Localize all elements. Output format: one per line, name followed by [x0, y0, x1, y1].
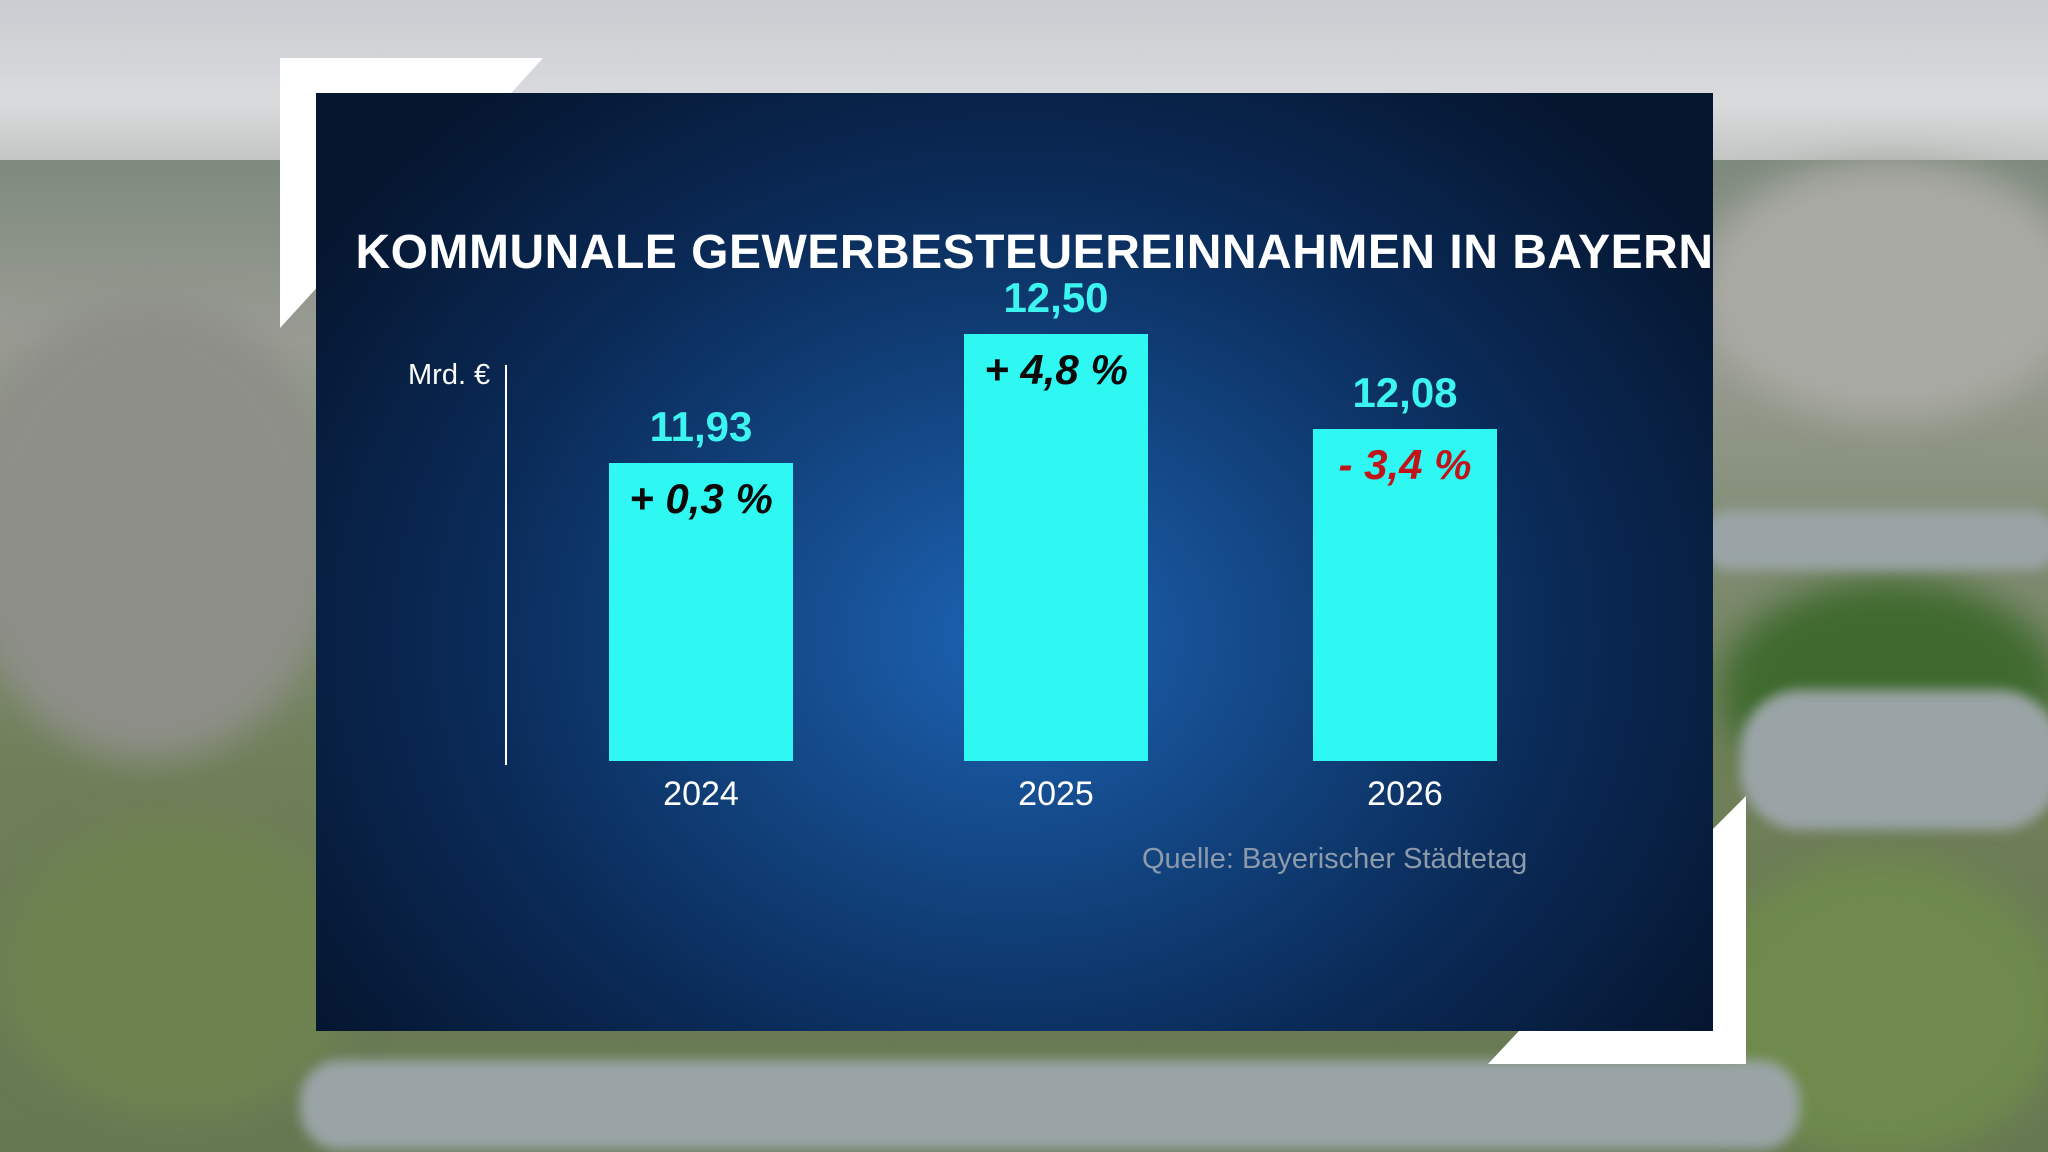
- x-tick-label-2025: 2025: [1018, 775, 1094, 813]
- y-axis-unit-label: Mrd. €: [408, 359, 491, 391]
- change-label-2024: + 0,3 %: [629, 474, 773, 522]
- value-label-2025: 12,50: [1003, 273, 1109, 321]
- x-tick-label-2026: 2026: [1367, 775, 1443, 813]
- x-tick-label-2024: 2024: [663, 775, 739, 813]
- y-axis-line: [505, 365, 507, 765]
- chart-title: KOMMUNALE GEWERBESTEUEREINNAHMEN IN BAYE…: [355, 226, 1713, 279]
- value-label-2024: 11,93: [649, 402, 753, 450]
- chart-panel: KOMMUNALE GEWERBESTEUEREINNAHMEN IN BAYE…: [316, 93, 1713, 1031]
- change-label-2026: - 3,4 %: [1338, 440, 1472, 488]
- bar-2026: [1313, 428, 1497, 761]
- source-note: Quelle: Bayerischer Städtetag: [1142, 843, 1528, 875]
- value-label-2026: 12,08: [1352, 368, 1458, 416]
- change-label-2025: + 4,8 %: [984, 345, 1128, 393]
- bar-2024: [609, 462, 793, 761]
- bar-2025: [964, 333, 1148, 761]
